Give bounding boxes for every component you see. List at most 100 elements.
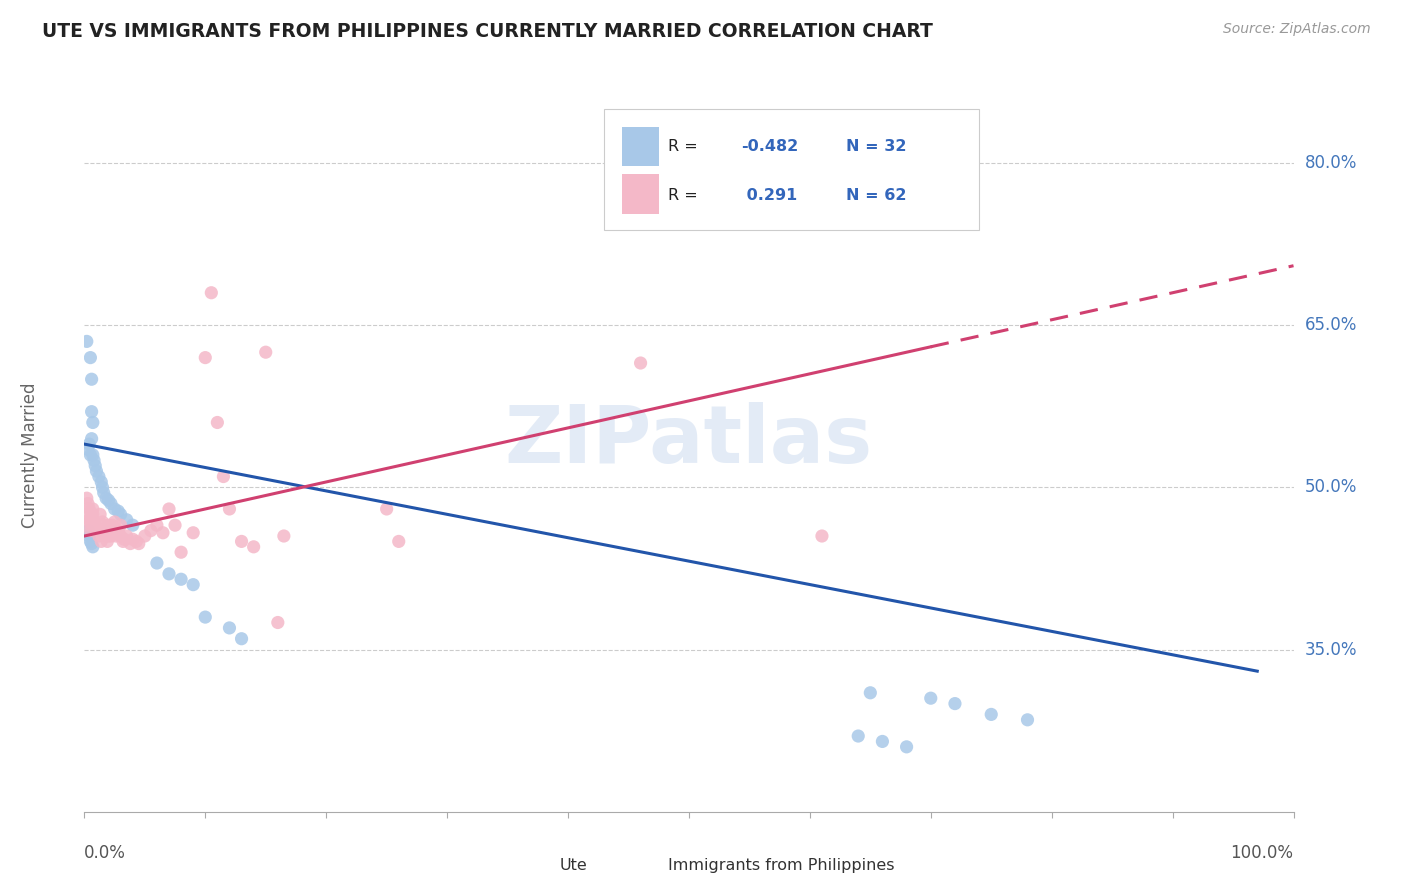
Point xyxy=(79,515,101,529)
Point xyxy=(77,442,100,457)
Point xyxy=(79,448,101,462)
Point xyxy=(157,566,180,581)
Point xyxy=(811,529,834,543)
Point xyxy=(112,533,135,547)
Point xyxy=(859,686,882,700)
Point xyxy=(84,518,107,533)
Point xyxy=(83,515,105,529)
Point xyxy=(254,345,277,359)
Point xyxy=(375,502,398,516)
Point xyxy=(91,480,114,494)
Point xyxy=(76,491,98,505)
Bar xyxy=(623,127,658,166)
Point xyxy=(97,518,120,533)
Text: UTE VS IMMIGRANTS FROM PHILIPPINES CURRENTLY MARRIED CORRELATION CHART: UTE VS IMMIGRANTS FROM PHILIPPINES CURRE… xyxy=(42,22,934,41)
Text: Currently Married: Currently Married xyxy=(21,382,39,528)
Text: N = 32: N = 32 xyxy=(846,139,907,154)
Point xyxy=(100,497,122,511)
Text: R =: R = xyxy=(668,187,703,202)
Text: Source: ZipAtlas.com: Source: ZipAtlas.com xyxy=(1223,22,1371,37)
Point xyxy=(77,502,100,516)
Point xyxy=(242,540,264,554)
Text: 65.0%: 65.0% xyxy=(1305,316,1357,334)
Point xyxy=(110,508,132,522)
Point xyxy=(212,469,235,483)
Point xyxy=(125,534,148,549)
Point xyxy=(170,545,193,559)
Point xyxy=(100,529,122,543)
Point xyxy=(86,464,108,478)
Point xyxy=(93,518,115,533)
Bar xyxy=(623,175,658,214)
Text: Immigrants from Philippines: Immigrants from Philippines xyxy=(668,858,894,872)
Bar xyxy=(526,855,553,876)
Text: 0.0%: 0.0% xyxy=(84,844,127,862)
Point xyxy=(146,518,169,533)
FancyBboxPatch shape xyxy=(605,109,979,230)
Point xyxy=(152,525,174,540)
Point xyxy=(104,529,127,543)
Text: 80.0%: 80.0% xyxy=(1305,154,1357,172)
Point xyxy=(110,518,132,533)
Text: N = 62: N = 62 xyxy=(846,187,907,202)
Point xyxy=(86,524,108,538)
Point xyxy=(388,534,411,549)
Point xyxy=(120,536,142,550)
Point xyxy=(97,529,120,543)
Point xyxy=(943,697,966,711)
Text: ZIPatlas: ZIPatlas xyxy=(505,401,873,480)
Point xyxy=(267,615,290,630)
Point xyxy=(80,372,103,386)
Text: Ute: Ute xyxy=(560,858,588,872)
Point xyxy=(101,518,124,533)
Point xyxy=(115,529,138,543)
Point xyxy=(82,508,104,522)
Point xyxy=(163,518,186,533)
Point xyxy=(77,513,100,527)
Point xyxy=(80,513,103,527)
Point xyxy=(107,504,129,518)
Point xyxy=(96,534,118,549)
Point xyxy=(94,524,117,538)
Point xyxy=(77,497,100,511)
Point xyxy=(94,491,117,505)
Point xyxy=(273,529,295,543)
Point xyxy=(630,356,652,370)
Point xyxy=(110,529,132,543)
Point xyxy=(157,502,180,516)
Point xyxy=(90,534,112,549)
Point xyxy=(90,475,112,489)
Point xyxy=(121,533,143,547)
Text: 100.0%: 100.0% xyxy=(1230,844,1294,862)
Point xyxy=(146,556,169,570)
Point xyxy=(872,734,894,748)
Point xyxy=(128,536,150,550)
Point xyxy=(84,458,107,473)
Point xyxy=(79,351,101,365)
Point xyxy=(181,577,204,591)
Point xyxy=(181,525,204,540)
Text: R =: R = xyxy=(668,139,703,154)
Bar xyxy=(634,855,661,876)
Point xyxy=(100,524,122,538)
Point xyxy=(93,485,115,500)
Point xyxy=(77,524,100,538)
Point xyxy=(83,453,105,467)
Point xyxy=(104,515,127,529)
Point xyxy=(194,610,217,624)
Point xyxy=(231,632,253,646)
Point xyxy=(80,432,103,446)
Point xyxy=(77,508,100,522)
Point xyxy=(139,524,162,538)
Point xyxy=(170,572,193,586)
Point xyxy=(80,536,103,550)
Point xyxy=(79,518,101,533)
Point xyxy=(218,621,240,635)
Point xyxy=(97,493,120,508)
Point xyxy=(80,508,103,522)
Point xyxy=(1017,713,1039,727)
Point xyxy=(82,416,104,430)
Point xyxy=(82,540,104,554)
Text: -0.482: -0.482 xyxy=(741,139,799,154)
Point xyxy=(200,285,222,300)
